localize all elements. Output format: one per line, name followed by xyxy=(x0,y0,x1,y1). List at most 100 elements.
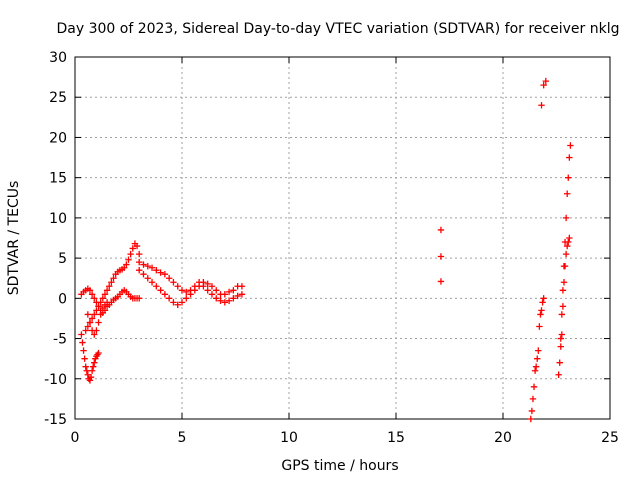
data-point xyxy=(127,250,134,258)
data-point xyxy=(537,311,544,318)
data-point xyxy=(103,287,111,294)
data-point xyxy=(103,299,111,306)
series-midday-band-a xyxy=(136,258,246,298)
data-point xyxy=(559,287,567,294)
data-point xyxy=(538,102,545,109)
data-point xyxy=(144,275,151,282)
y-axis-label: SDTVAR / TECUs xyxy=(6,181,22,296)
data-point xyxy=(540,295,547,302)
x-tick-label: 10 xyxy=(280,430,298,446)
data-point xyxy=(136,295,143,302)
series-morning-arc-rise xyxy=(82,240,143,334)
data-point xyxy=(108,279,115,286)
data-point xyxy=(558,311,566,318)
data-point xyxy=(84,371,92,378)
data-point xyxy=(161,291,169,298)
data-point xyxy=(99,295,107,302)
data-point xyxy=(95,303,102,310)
data-point xyxy=(536,323,543,330)
data-point xyxy=(565,238,572,246)
data-point xyxy=(174,301,181,308)
data-point xyxy=(530,383,538,391)
data-point xyxy=(208,291,216,298)
data-point xyxy=(93,307,100,314)
axis-ticks: 0 5 10 15 20 25 -15 -10 -5 0 5 10 15 20 25 30 xyxy=(44,50,619,446)
series-late-band-b xyxy=(557,234,573,350)
data-point xyxy=(221,299,228,306)
plot-frame xyxy=(74,56,611,420)
data-point xyxy=(133,242,141,250)
data-point xyxy=(136,258,143,266)
data-point xyxy=(129,245,136,252)
data-point xyxy=(564,190,571,197)
data-point xyxy=(91,311,98,318)
y-tick-label: 0 xyxy=(58,291,67,307)
data-point xyxy=(230,287,237,294)
data-point xyxy=(535,347,542,354)
y-tick-label: -5 xyxy=(53,332,67,348)
data-point xyxy=(153,266,160,274)
data-point xyxy=(225,297,233,304)
y-tick-label: 20 xyxy=(49,130,67,146)
data-point xyxy=(532,363,540,370)
data-point xyxy=(217,297,224,304)
data-point xyxy=(539,299,546,306)
data-point xyxy=(437,253,445,260)
y-tick-label: -10 xyxy=(44,372,67,388)
x-tick-label: 0 xyxy=(71,430,80,446)
data-point xyxy=(121,264,128,271)
data-point xyxy=(93,327,100,334)
data-point xyxy=(101,291,109,298)
data-point xyxy=(234,292,241,300)
data-point xyxy=(562,250,570,258)
data-point xyxy=(86,377,94,384)
y-tick-label: 10 xyxy=(49,211,67,227)
data-point xyxy=(148,279,156,286)
x-axis-label: GPS time / hours xyxy=(281,458,398,474)
y-tick-label: 30 xyxy=(49,50,67,66)
chart-title: Day 300 of 2023, Sidereal Day-to-day VTE… xyxy=(57,21,620,37)
data-point xyxy=(97,299,104,306)
data-point xyxy=(153,283,160,290)
data-point xyxy=(140,271,147,278)
data-point xyxy=(566,234,573,242)
data-point xyxy=(110,275,117,282)
data-point xyxy=(183,295,190,302)
data-point xyxy=(123,261,130,268)
data-point xyxy=(84,311,92,318)
data-point xyxy=(204,280,211,288)
data-point xyxy=(559,303,567,310)
data-point xyxy=(213,287,220,294)
data-point xyxy=(83,367,90,374)
data-point xyxy=(106,283,113,290)
data-point xyxy=(174,283,181,290)
data-points xyxy=(78,77,574,423)
data-point xyxy=(88,291,96,298)
data-point xyxy=(86,287,94,294)
data-point xyxy=(538,307,545,314)
series-morning-arc-lower xyxy=(78,331,102,384)
data-point xyxy=(565,174,572,181)
data-point xyxy=(78,331,85,338)
data-point xyxy=(88,315,96,322)
data-point xyxy=(157,269,164,276)
data-point xyxy=(567,142,574,149)
data-point xyxy=(187,291,194,298)
series-evening-peak xyxy=(538,77,549,109)
data-point xyxy=(86,319,94,326)
data-point xyxy=(540,81,547,89)
data-point xyxy=(161,271,169,278)
data-point xyxy=(555,371,562,378)
series-evening-rise xyxy=(527,295,547,423)
data-point xyxy=(225,288,233,296)
data-point xyxy=(140,261,147,268)
y-tick-label: 5 xyxy=(58,251,67,267)
data-point xyxy=(80,347,87,354)
data-point xyxy=(556,359,563,366)
data-point xyxy=(437,226,445,234)
series-late-band xyxy=(555,142,574,378)
x-tick-label: 25 xyxy=(601,430,619,446)
data-point xyxy=(204,287,211,294)
x-tick-label: 20 xyxy=(494,430,512,446)
data-point xyxy=(221,291,228,298)
